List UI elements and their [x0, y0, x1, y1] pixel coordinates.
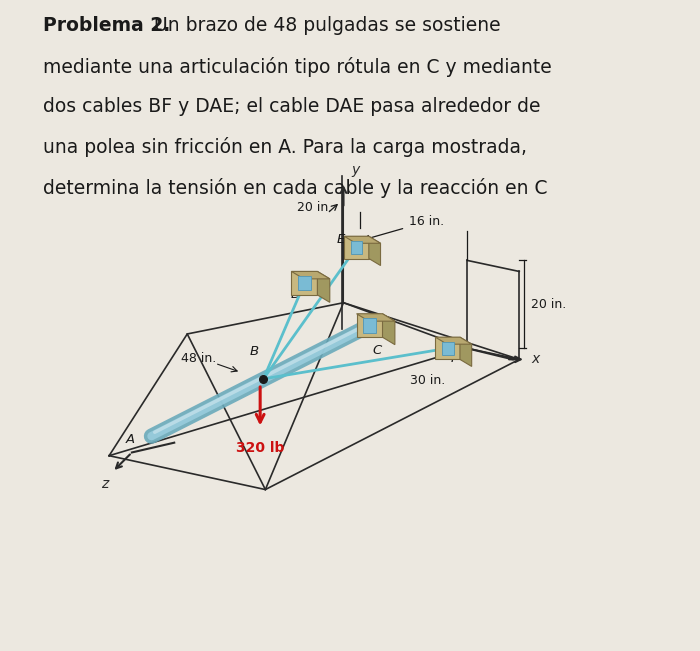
Polygon shape [356, 314, 382, 337]
Text: dos cables BF y DAE; el cable DAE pasa alrededor de: dos cables BF y DAE; el cable DAE pasa a… [43, 97, 540, 116]
Text: x: x [531, 352, 539, 367]
Polygon shape [356, 314, 395, 321]
Text: mediante una articulación tipo rótula en C y mediante: mediante una articulación tipo rótula en… [43, 57, 552, 77]
Text: Un brazo de 48 pulgadas se sostiene: Un brazo de 48 pulgadas se sostiene [148, 16, 500, 35]
Polygon shape [435, 337, 460, 359]
Polygon shape [291, 271, 317, 295]
Polygon shape [317, 271, 330, 302]
Polygon shape [298, 276, 311, 290]
Text: 20 in.: 20 in. [531, 298, 566, 311]
Text: una polea sin fricción en A. Para la carga mostrada,: una polea sin fricción en A. Para la car… [43, 137, 526, 158]
Text: B: B [250, 345, 259, 358]
Text: A: A [126, 433, 135, 446]
Polygon shape [363, 318, 376, 333]
Text: 48 in.: 48 in. [181, 352, 216, 365]
Text: determina la tensión en cada cable y la reacción en C: determina la tensión en cada cable y la … [43, 178, 547, 198]
Polygon shape [369, 236, 381, 266]
Text: z: z [101, 477, 108, 492]
Polygon shape [351, 241, 363, 254]
Polygon shape [382, 314, 395, 344]
Text: 30 in.: 30 in. [410, 374, 446, 387]
Text: 16 in.: 16 in. [409, 215, 444, 228]
Text: F: F [451, 352, 458, 365]
Text: D: D [291, 288, 301, 301]
Text: y: y [351, 163, 360, 177]
Polygon shape [442, 342, 454, 355]
Text: Problema 2.: Problema 2. [43, 16, 170, 35]
Polygon shape [344, 236, 381, 243]
Text: E: E [337, 233, 345, 246]
Polygon shape [344, 236, 369, 258]
Polygon shape [291, 271, 330, 279]
Text: 20 in.: 20 in. [297, 201, 332, 214]
Text: 320 lb: 320 lb [236, 441, 284, 456]
Polygon shape [460, 337, 472, 367]
Text: C: C [373, 344, 382, 357]
Polygon shape [435, 337, 472, 344]
